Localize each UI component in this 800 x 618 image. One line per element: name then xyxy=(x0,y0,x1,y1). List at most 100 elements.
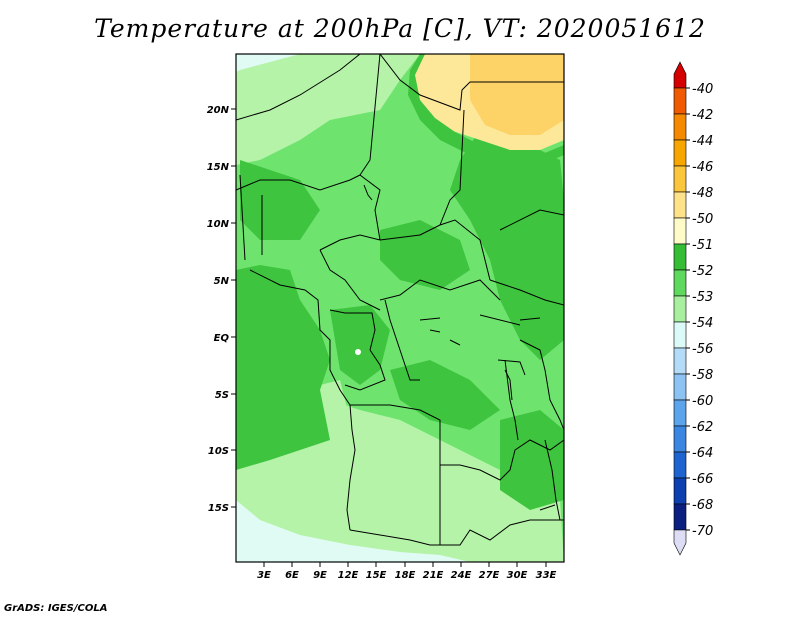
border-congo xyxy=(344,349,386,391)
colorbar-cell xyxy=(673,321,687,349)
border-cameroon xyxy=(319,249,381,311)
border-angola-namibia xyxy=(349,529,440,546)
colorbar-cell xyxy=(673,503,687,531)
colorbar-top-arrow xyxy=(673,61,687,89)
border-ssudan-uganda xyxy=(489,279,564,306)
fill-c54-northwest-corner xyxy=(236,54,300,72)
lat-tick-label: 10N xyxy=(207,219,230,230)
coast-lake-segments xyxy=(419,317,556,511)
lon-tick-label: 27E xyxy=(479,570,500,581)
colorbar-label: -54 xyxy=(692,316,713,331)
lat-tick-label: 15S xyxy=(208,503,229,514)
colorbar-cell xyxy=(673,113,687,141)
border-sudan-ssudan xyxy=(499,209,564,231)
colorbar-cells xyxy=(673,87,687,531)
border-rwanda xyxy=(497,359,526,376)
border-niger-chad xyxy=(379,54,564,111)
border-algeria-niger xyxy=(236,54,361,121)
colorbar-label: -52 xyxy=(692,264,713,279)
colorbar-label: -48 xyxy=(692,186,713,201)
lon-tick-label: 6E xyxy=(285,570,299,581)
colorbar-cell xyxy=(673,243,687,271)
lon-tick-label: 21E xyxy=(423,570,444,581)
colorbar-label: -66 xyxy=(692,472,713,487)
border-coast-gulf xyxy=(249,269,356,531)
lat-tick-label: 15N xyxy=(207,162,230,173)
colorbar-label: -42 xyxy=(692,108,713,123)
border-car-sudan xyxy=(439,109,465,226)
colorbar-cell xyxy=(673,269,687,297)
border-niger-chad-east xyxy=(359,54,381,241)
lon-tick-label: 33E xyxy=(536,570,557,581)
colorbar-label: -62 xyxy=(692,420,713,435)
longitude-axis: 3E 6E 9E 12E 15E 18E 21E 24E 27E 30E 33E xyxy=(257,562,557,581)
lon-tick-label: 3E xyxy=(257,570,271,581)
colorbar-cell xyxy=(673,87,687,115)
colorbar-cell xyxy=(673,295,687,323)
fill-c48-northeast xyxy=(470,54,564,135)
colorbar-cell xyxy=(673,425,687,453)
lon-tick-label: 12E xyxy=(338,570,359,581)
border-great-lakes-west xyxy=(504,359,519,441)
lon-tick-label: 30E xyxy=(507,570,528,581)
border-angola-zambia xyxy=(439,420,564,546)
lon-tick-label: 18E xyxy=(395,570,416,581)
border-chad-car xyxy=(379,219,491,281)
country-borders xyxy=(236,54,564,546)
lat-tick-label: 20N xyxy=(207,105,230,116)
border-drc-angola xyxy=(350,404,460,466)
lat-tick-label: EQ xyxy=(214,333,230,344)
border-gabon xyxy=(329,309,376,351)
colorbar-cell xyxy=(673,217,687,245)
colorbar-cell xyxy=(673,165,687,193)
fill-c51-southeast xyxy=(500,410,564,510)
colorbar-cell xyxy=(673,399,687,427)
fill-c51-ring-northeast xyxy=(408,54,564,165)
border-nigeria-north xyxy=(236,174,361,191)
border-congo-drc xyxy=(384,299,420,381)
fill-c51-central xyxy=(330,305,390,385)
colorbar-label: -68 xyxy=(692,498,713,513)
latitude-axis: 20N 15N 10N 5N EQ 5S 10S 15S xyxy=(207,105,236,514)
border-extra xyxy=(479,314,541,326)
colorbar-label: -44 xyxy=(692,134,713,149)
border-car-drc xyxy=(379,279,501,301)
colorbar-label: -53 xyxy=(692,290,713,305)
map-frame xyxy=(235,53,565,563)
colorbar-cell xyxy=(673,451,687,479)
lat-tick-label: 5S xyxy=(215,390,229,401)
colorbar-label: -56 xyxy=(692,342,713,357)
border-benin xyxy=(239,174,246,261)
colorbar-cell xyxy=(673,347,687,375)
chart-title: Temperature at 200hPa [C], VT: 202005161… xyxy=(94,14,706,43)
fill-c51-west-coast xyxy=(236,265,330,470)
colorbar-label: -60 xyxy=(692,394,713,409)
lon-tick-label: 24E xyxy=(451,570,472,581)
border-malawi xyxy=(544,439,561,521)
lon-tick-label: 9E xyxy=(313,570,327,581)
colorbar-label: -58 xyxy=(692,368,713,383)
colorbar-cell xyxy=(673,373,687,401)
colorbar-cell xyxy=(673,139,687,167)
colorbar-label: -64 xyxy=(692,446,713,461)
border-nile xyxy=(363,184,373,201)
fill-c53-northwest xyxy=(236,54,420,165)
fill-c51-south-central xyxy=(390,360,500,430)
colorbar-label: -70 xyxy=(692,524,713,539)
colorbar-cell xyxy=(673,191,687,219)
colorbar-cell xyxy=(673,477,687,505)
colorbar-bottom-arrow xyxy=(673,529,687,556)
colorbar-label: -50 xyxy=(692,212,713,227)
border-tanzania xyxy=(519,339,564,431)
fill-c51-east xyxy=(450,130,564,360)
local-warm-spot xyxy=(355,349,361,355)
grads-credit: GrADS: IGES/COLA xyxy=(4,603,108,614)
colorbar-labels: -40 -42 -44 -46 -48 -50 -51 -52 -53 -54 -56 -58 -60 -… xyxy=(686,82,713,539)
fill-c54-southwest-corner xyxy=(236,500,470,562)
colorbar-label: -51 xyxy=(692,238,713,253)
colorbar-label: -40 xyxy=(692,82,713,97)
colorbar: -40 -42 -44 -46 -48 -50 -51 -52 -53 -54 -56 -58 -60 -… xyxy=(673,61,713,556)
temperature-field xyxy=(236,54,564,562)
lat-tick-label: 5N xyxy=(214,276,230,287)
